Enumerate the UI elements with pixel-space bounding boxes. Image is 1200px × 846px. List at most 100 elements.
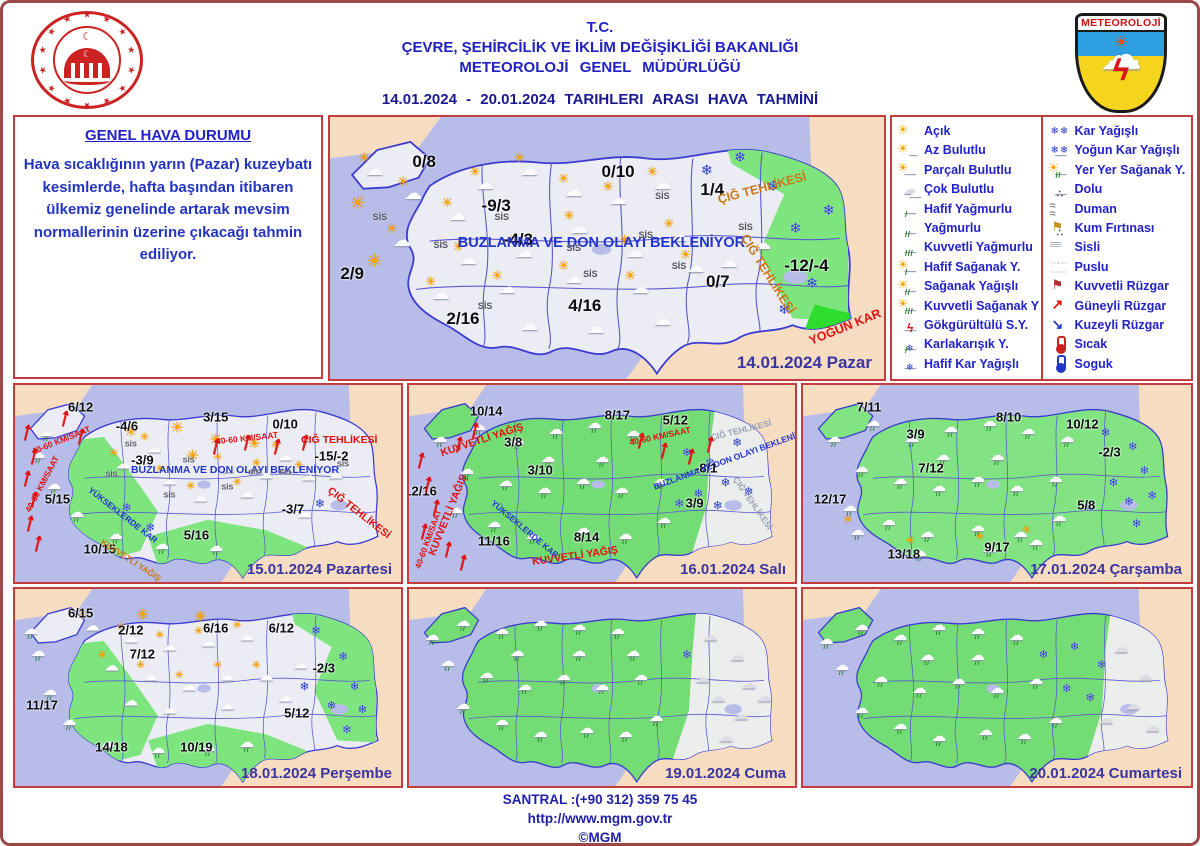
legend-label: Güneyli Rüzgar [1074,298,1167,313]
cloud-rain-icon: ☁// [989,680,1005,701]
temperature-label: 8/17 [604,407,631,423]
fog-label: SİS [494,211,509,222]
fog-label: SİS [433,240,449,251]
legend-label: Parçalı Bulutlu [924,162,1012,177]
cloud-rain-icon: ☁// [447,500,463,521]
cloud-rain-icon: ☁// [478,664,494,685]
sun-cloud-icon: ☀ ☁ [97,649,119,675]
temperature-label: 5/8 [1077,497,1096,513]
legend-label: Hafif Yağmurlu [924,201,1012,216]
sun-cloud-icon: ☀ ☁ [116,621,139,647]
legend-item: ↗ Güneyli Rüzgar [1048,297,1190,315]
haze-icon: ⋯⋯ ⋯⋯ [1049,258,1068,279]
cloud-rain-icon: ☁// [575,470,591,491]
legend-label: Soguk [1074,356,1113,371]
snowflake-icon: ❄ [299,679,310,694]
cloud-rain-icon: ☁// [648,708,664,729]
snowflake-icon: ❄ [1085,500,1096,515]
cloud-lightning-icon: ☁ ϟ [903,316,917,335]
cloud-icon: ☁ [1144,718,1160,736]
legend-label: Kum Fırtınası [1074,221,1155,236]
fog-label: SİS [279,467,292,477]
cloud-rain-icon: ☁// [532,723,548,744]
snowflake-icon: ❄ [1038,647,1049,662]
cloud-rain-icon: ☁// [470,417,486,438]
footer-url: http://www.mgm.gov.tr [527,810,673,826]
temperature-label: 0/10 [601,162,635,182]
cloud-icon: ☁ [161,700,177,718]
fog-label: SİS [248,467,261,477]
sun-icon: ☀ [124,423,138,441]
temperature-label: -4/6 [115,418,139,434]
cloud-rain-icon: ☁// [440,652,456,673]
cloud-rain-icon: ☁// [919,523,935,544]
sun-cloud-icon: ☀ ☁ [397,173,423,203]
legend-label: Kuvvetli Sağanak Y [924,298,1040,313]
snowflake-icon: ❄ [314,496,325,511]
cloud-icon: ☁ [1125,696,1141,714]
snowflake-icon: ❄ [789,220,802,237]
legend-label: Kuzeyli Rüzgar [1074,318,1165,333]
sun-cloud-icon: ☀ ☁ [424,273,450,303]
cloud-icon: ☁ [733,706,749,724]
cloud-rain-icon: ☁// [69,504,85,525]
temperature-label: -4/3 [503,230,534,250]
snowflake-icon: ❄ [732,435,743,450]
cloud-rain-icon: ☁// [30,445,46,466]
cloud-rain-icon: ☁// [594,448,610,469]
cloud-rain-icon: ☁// [540,448,556,469]
clouds-icon: ☁ ☁ [903,180,922,200]
footer-copyright: ©MGM [578,829,622,845]
temperature-label: 1/4 [700,180,725,200]
cloud-rain-icon: ☁// [494,621,510,642]
cold-thermometer-icon [1048,355,1072,374]
cloud-icon: ☁ [741,675,757,693]
cloud-rain-icon: ☁// [494,712,510,733]
snowflake-icon: ❄ [681,647,692,662]
sun-cloud-icon: ☀ ☁ [646,163,672,193]
sun-cloud-icon: ☀ ☁ [469,163,495,193]
temperature-label: 12/17 [813,491,847,507]
temperature-label: 11/16 [477,533,510,549]
sun-cloud-icon: ☀ ☁ [507,231,533,261]
sun-cloud-icon: ☀ ☁ [491,268,517,298]
temperature-label: 0/8 [412,151,436,171]
cloud-rain-icon: ☁// [633,666,649,687]
cloud-rain-icon: ☁// [1016,725,1032,746]
cloud-icon: ☁ [277,688,293,706]
cloud-rain-icon: ☁// [548,421,564,442]
legend-item: ☁ / Hafif Yağmurlu [897,200,1039,219]
sun-cloud-icon: ☀ ☁ [251,457,274,483]
cloud-rain-icon: ☁// [239,733,255,754]
dome-shape: ☾ [64,48,110,78]
fog-label: SİS [124,439,137,449]
temperature-label: 6/12 [67,399,94,415]
temperature-label: -9/3 [481,196,511,216]
cloud-rain-icon: ☁// [1008,627,1024,648]
cloud-rain-icon: ☁// [42,682,58,703]
temperature-label: -2/3 [1098,444,1121,460]
cloud-rain-icon: ☁// [656,510,672,531]
map-date-label: 19.01.2024 Cuma [665,765,786,782]
cloud-rain-icon: ☁// [853,617,869,638]
cloud-rain-icon: ☁// [571,643,587,664]
sun-cloud-icon: ☀ ☁ [174,669,197,695]
cloud-rain-icon: ☁// [536,480,552,501]
cloud-rain-icon: ☁// [625,423,641,444]
cloud-rain-icon: ☁// [911,680,927,701]
temperature-label: 10/19 [180,739,213,755]
footer-phone: SANTRAL :(+90 312) 359 75 45 [502,792,698,807]
legend-label: Kuvvetli Rüzgar [1074,279,1169,294]
temperature-label: 10/15 [83,541,117,556]
sun-cloud-icon: ☀ ☁ [386,221,412,251]
forecast-map-2024-01-17: ☁//☁//☁//☁//☁//☁//☁//☁//☁//☁//☁//☁//☁//☁… [801,383,1193,584]
legend-item: ☀ ☁// Sağanak Yağışlı [897,277,1039,297]
snowflake-icon: ❄ [720,475,731,490]
temperature-label: 3/9 [685,495,704,511]
cloud-rain-icon: ☁// [931,478,947,499]
legend-item: ☀ ☁ / Hafif Sağanak Y. [897,258,1039,277]
cloud-rain-icon: ☁// [107,525,123,546]
legend-item: ⚑ Kuvvetli Rüzgar [1048,277,1190,295]
snowflake-icon: ❄ [349,679,360,694]
cloud-rain-icon: ☁// [571,617,587,638]
